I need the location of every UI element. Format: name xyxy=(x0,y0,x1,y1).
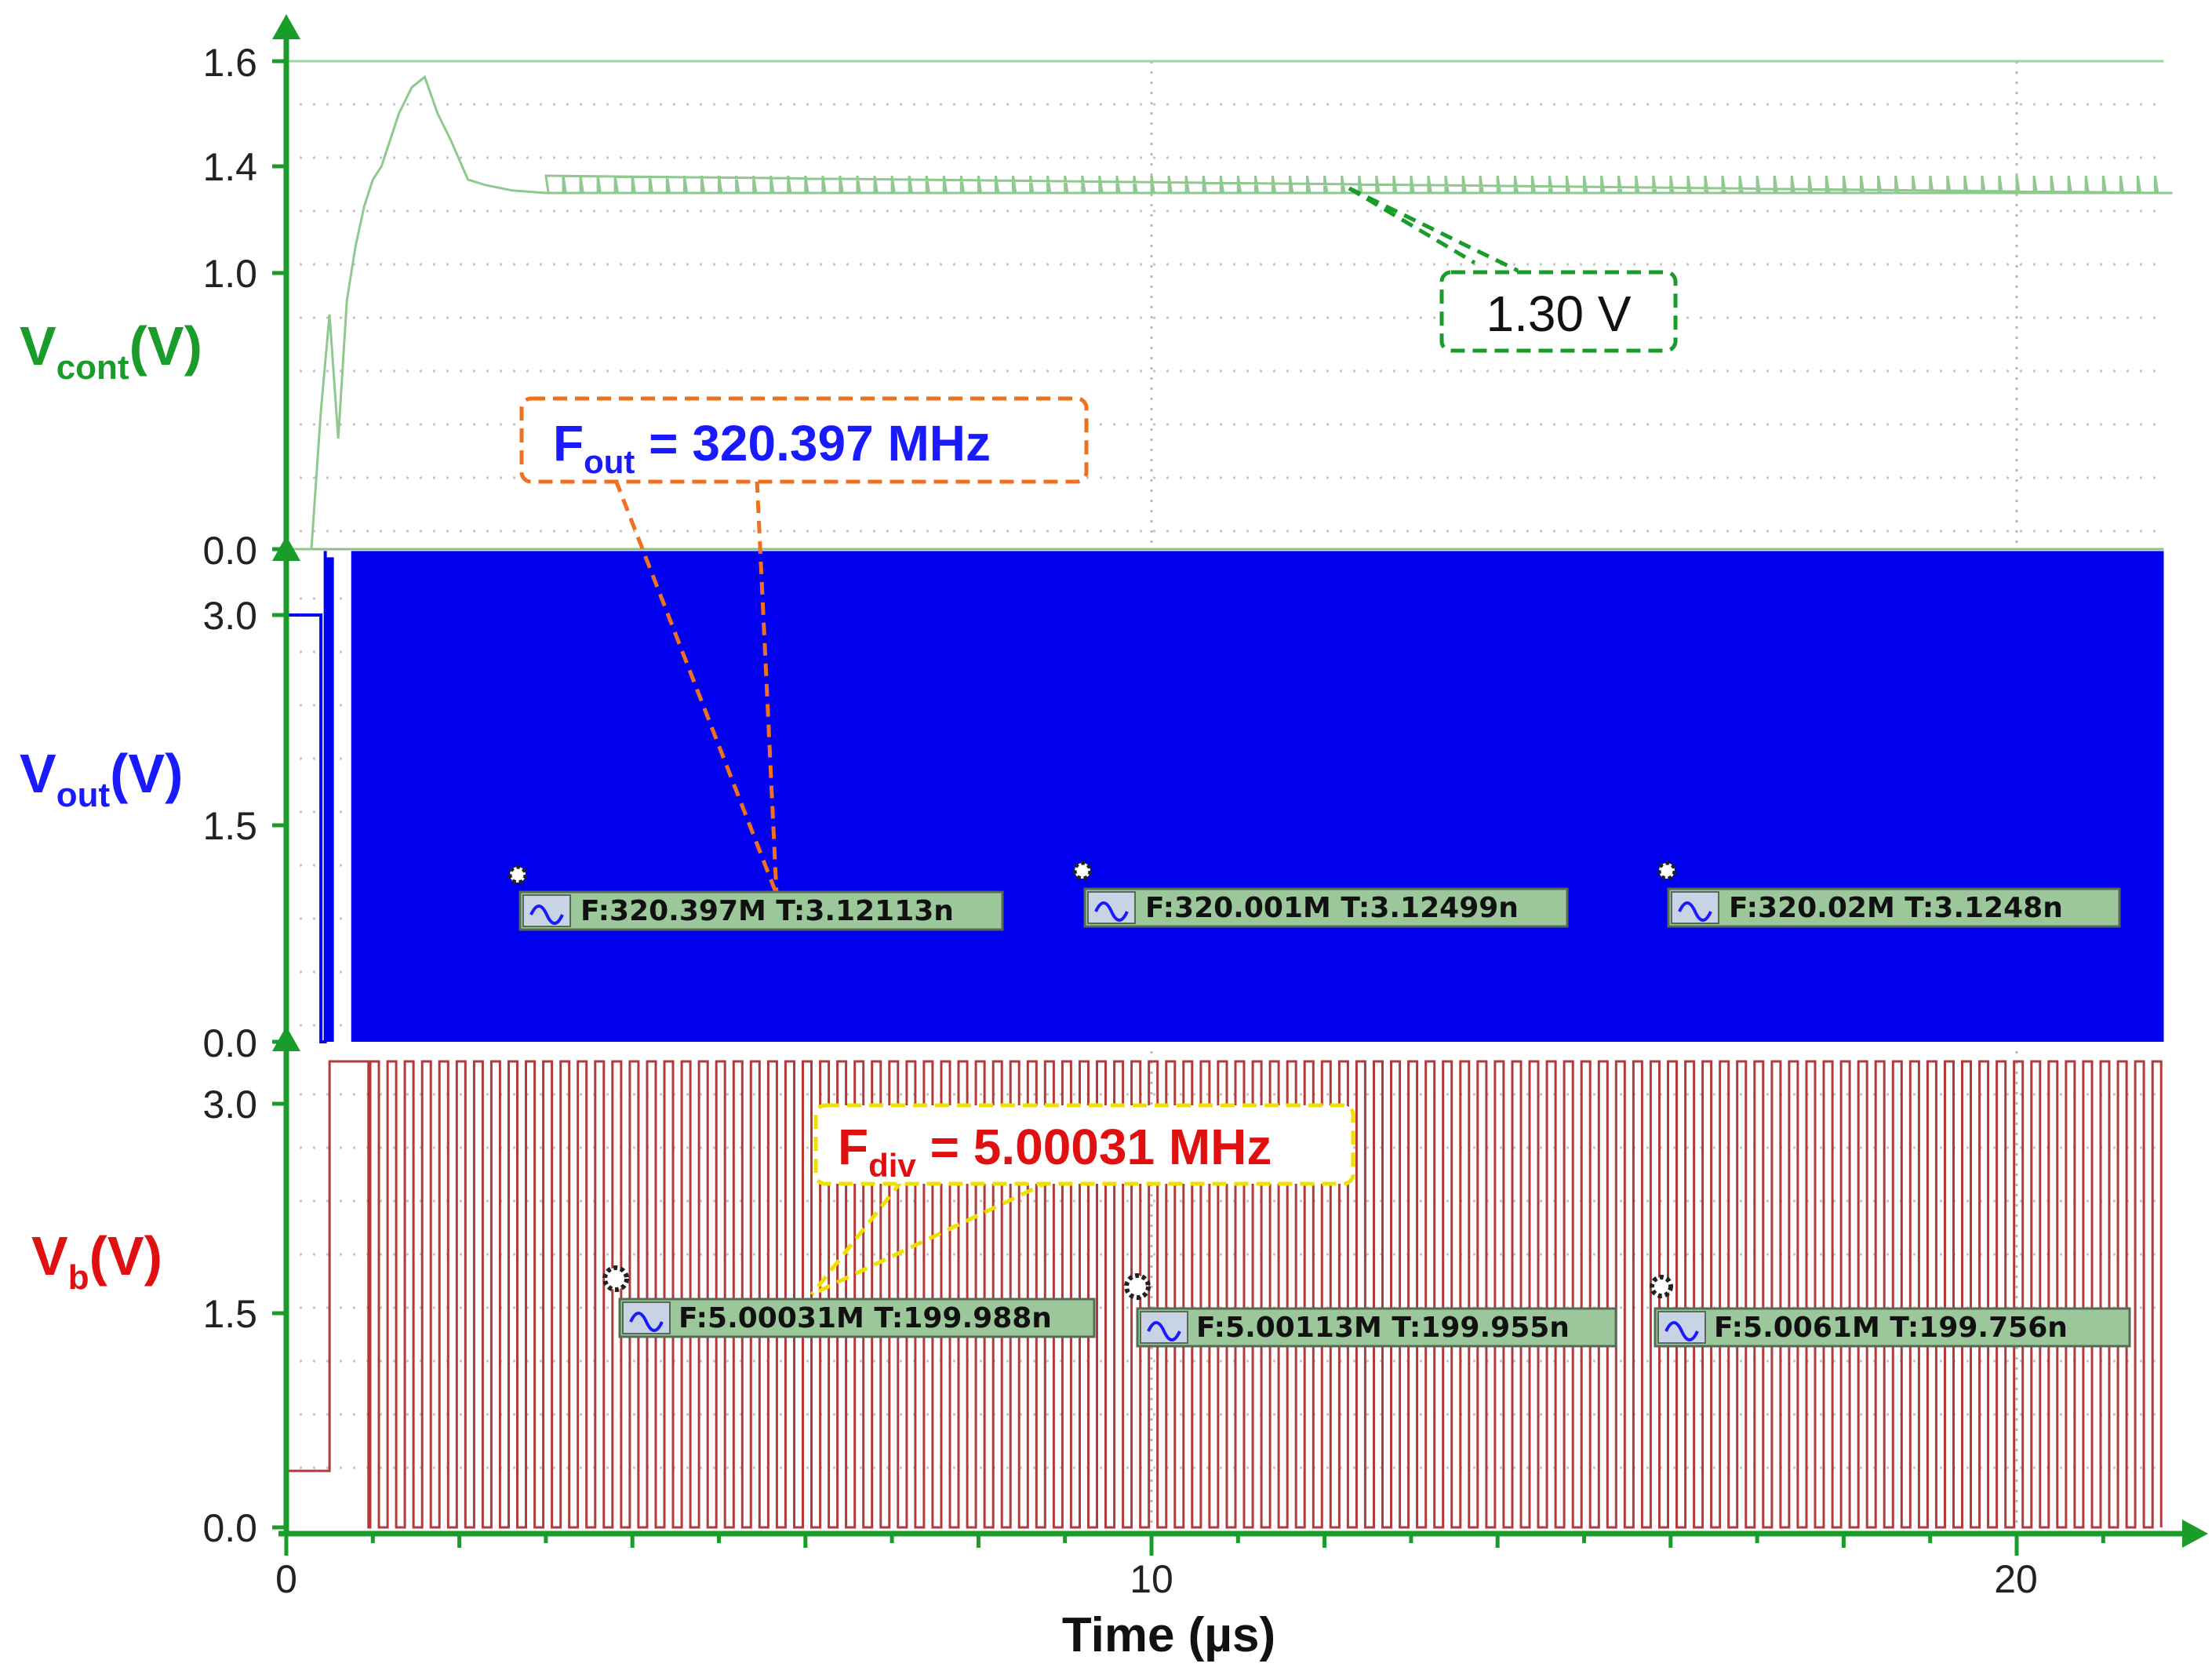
svg-text:F:320.001M T:3.12499n: F:320.001M T:3.12499n xyxy=(1145,892,1519,924)
vout-startup-burst xyxy=(325,557,334,1042)
vout-y-tick-0-0: 0.0 xyxy=(202,1021,257,1065)
vout-y-tick-1-5: 1.5 xyxy=(202,804,257,848)
svg-text:F:5.00031M T:199.988n: F:5.00031M T:199.988n xyxy=(679,1302,1052,1334)
vb-y-tick-1-5: 1.5 xyxy=(202,1292,257,1336)
cursor-marker-icon[interactable] xyxy=(1650,1275,1673,1298)
vout-measurement-2[interactable]: F:320.001M T:3.12499n xyxy=(1083,887,1569,928)
fout-callout: Fout = 320.397 MHz xyxy=(519,396,1089,895)
cursor-marker-icon[interactable] xyxy=(508,864,528,885)
x-tick-label-0: 0 xyxy=(275,1557,297,1601)
vcont-y-tick-1-6: 1.6 xyxy=(202,41,257,85)
x-axis-title: Time (µs) xyxy=(1062,1608,1275,1662)
vout-measurement-1[interactable]: F:320.397M T:3.12113n xyxy=(518,890,1004,931)
vout-oscillation-band xyxy=(351,551,2164,1042)
cursor-marker-icon[interactable] xyxy=(1072,861,1093,881)
x-tick-label-20: 20 xyxy=(1994,1557,2038,1601)
vcont-signal-label: Vcont(V) xyxy=(20,315,202,387)
vout-signal-label: Vout(V) xyxy=(20,743,183,814)
vcont-y-tick-1-0: 1.0 xyxy=(202,252,257,296)
fout-callout-text: Fout = 320.397 MHz xyxy=(553,415,991,480)
vcont-trace xyxy=(286,75,2173,551)
vcont-annotation-text: 1.30 V xyxy=(1486,286,1631,342)
cursor-marker-icon[interactable] xyxy=(1124,1273,1151,1300)
svg-text:F:320.397M T:3.12113n: F:320.397M T:3.12113n xyxy=(580,895,954,927)
cursor-marker-icon[interactable] xyxy=(1657,861,1677,881)
x-axis-arrow xyxy=(2182,1520,2208,1548)
svg-text:F:320.02M T:3.1248n: F:320.02M T:3.1248n xyxy=(1729,892,2063,924)
svg-text:F:5.0061M T:199.756n: F:5.0061M T:199.756n xyxy=(1714,1312,2068,1344)
vout-y-tick-3-0: 3.0 xyxy=(202,594,257,638)
vb-y-tick-0-0: 0.0 xyxy=(202,1506,257,1550)
vcont-axis-arrow xyxy=(272,14,300,39)
vb-y-tick-3-0: 3.0 xyxy=(202,1083,257,1127)
vb-trace xyxy=(286,1060,2163,1529)
vcont-annotation: 1.30 V xyxy=(1348,186,1678,353)
x-tick-label-10: 10 xyxy=(1130,1557,1173,1601)
fdiv-callout-text: Fdiv = 5.00031 MHz xyxy=(838,1119,1272,1184)
grid-lines xyxy=(286,60,2164,1527)
svg-text:F:5.00113M T:199.955n: F:5.00113M T:199.955n xyxy=(1196,1312,1570,1344)
vb-measurement-1[interactable]: F:5.00031M T:199.988n xyxy=(618,1298,1096,1338)
vcont-y-tick-0-0: 0.0 xyxy=(202,529,257,573)
signal-traces xyxy=(286,75,2173,1529)
vb-axis-arrow xyxy=(272,1026,300,1051)
vb-signal-label: Vb(V) xyxy=(31,1225,162,1297)
axes xyxy=(272,14,2208,1556)
vcont-y-tick-1-4: 1.4 xyxy=(202,145,257,189)
vout-startup-trace xyxy=(286,551,327,1043)
cursor-marker-icon[interactable] xyxy=(602,1265,629,1292)
vb-measurement-3[interactable]: F:5.0061M T:199.756n xyxy=(1654,1307,2131,1348)
vb-measurement-2[interactable]: F:5.00113M T:199.955n xyxy=(1136,1307,1617,1348)
vout-measurement-3[interactable]: F:320.02M T:3.1248n xyxy=(1667,887,2121,928)
fdiv-callout: Fdiv = 5.00031 MHz xyxy=(810,1103,1355,1297)
